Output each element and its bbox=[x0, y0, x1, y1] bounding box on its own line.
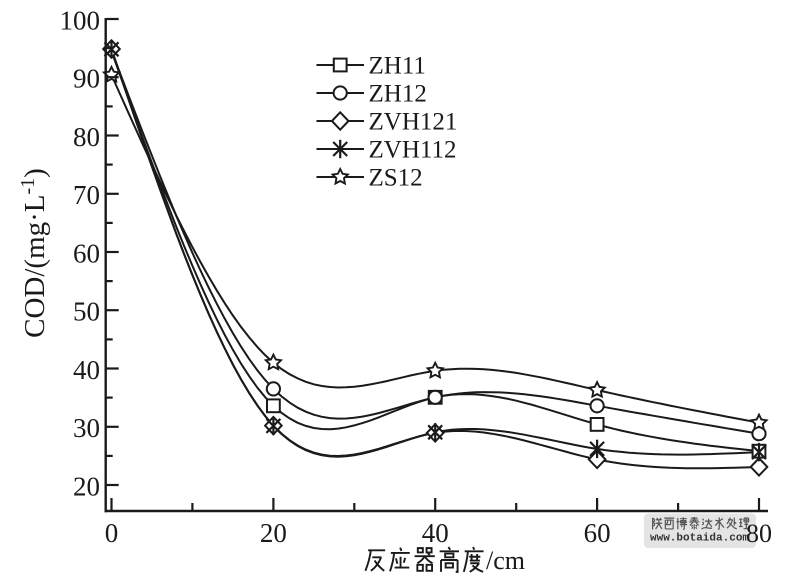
svg-text:40: 40 bbox=[422, 518, 449, 548]
svg-text:20: 20 bbox=[73, 471, 100, 501]
svg-text:90: 90 bbox=[73, 64, 100, 94]
svg-text:100: 100 bbox=[60, 5, 101, 35]
svg-text:60: 60 bbox=[584, 518, 611, 548]
svg-text:0: 0 bbox=[105, 518, 119, 548]
svg-text:ZVH121: ZVH121 bbox=[369, 109, 458, 136]
svg-text:80: 80 bbox=[746, 519, 772, 548]
svg-text:30: 30 bbox=[73, 413, 100, 443]
svg-text:80: 80 bbox=[73, 122, 100, 152]
svg-text:COD/(mg·L-1): COD/(mg·L-1) bbox=[17, 168, 51, 338]
svg-text:ZH12: ZH12 bbox=[369, 81, 427, 108]
svg-text:40: 40 bbox=[73, 355, 100, 385]
svg-text:60: 60 bbox=[73, 238, 100, 268]
svg-text:ZH11: ZH11 bbox=[369, 53, 426, 80]
svg-text:www.botaida.com: www.botaida.com bbox=[650, 533, 749, 545]
svg-text:ZVH112: ZVH112 bbox=[369, 137, 457, 164]
svg-text:/cm: /cm bbox=[486, 546, 525, 575]
svg-text:ZS12: ZS12 bbox=[369, 165, 423, 192]
svg-text:20: 20 bbox=[260, 518, 287, 548]
svg-text:50: 50 bbox=[73, 297, 100, 327]
svg-text:70: 70 bbox=[73, 180, 100, 210]
